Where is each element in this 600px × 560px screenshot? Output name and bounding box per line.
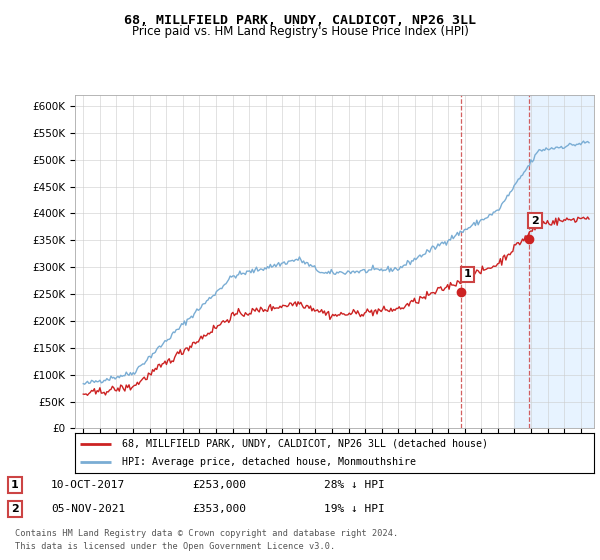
Text: 10-OCT-2017: 10-OCT-2017 bbox=[51, 480, 125, 490]
Text: 68, MILLFIELD PARK, UNDY, CALDICOT, NP26 3LL (detached house): 68, MILLFIELD PARK, UNDY, CALDICOT, NP26… bbox=[122, 439, 488, 449]
Text: 1: 1 bbox=[11, 480, 19, 490]
Text: Contains HM Land Registry data © Crown copyright and database right 2024.: Contains HM Land Registry data © Crown c… bbox=[15, 529, 398, 538]
Text: HPI: Average price, detached house, Monmouthshire: HPI: Average price, detached house, Monm… bbox=[122, 458, 416, 467]
Text: 19% ↓ HPI: 19% ↓ HPI bbox=[324, 504, 385, 514]
Text: 1: 1 bbox=[464, 269, 471, 279]
Text: 05-NOV-2021: 05-NOV-2021 bbox=[51, 504, 125, 514]
Text: 28% ↓ HPI: 28% ↓ HPI bbox=[324, 480, 385, 490]
Text: This data is licensed under the Open Government Licence v3.0.: This data is licensed under the Open Gov… bbox=[15, 542, 335, 551]
Text: 2: 2 bbox=[11, 504, 19, 514]
Text: 2: 2 bbox=[531, 216, 539, 226]
Text: Price paid vs. HM Land Registry's House Price Index (HPI): Price paid vs. HM Land Registry's House … bbox=[131, 25, 469, 38]
Text: £353,000: £353,000 bbox=[192, 504, 246, 514]
Text: 68, MILLFIELD PARK, UNDY, CALDICOT, NP26 3LL: 68, MILLFIELD PARK, UNDY, CALDICOT, NP26… bbox=[124, 14, 476, 27]
Text: £253,000: £253,000 bbox=[192, 480, 246, 490]
Bar bbox=[514, 95, 594, 428]
